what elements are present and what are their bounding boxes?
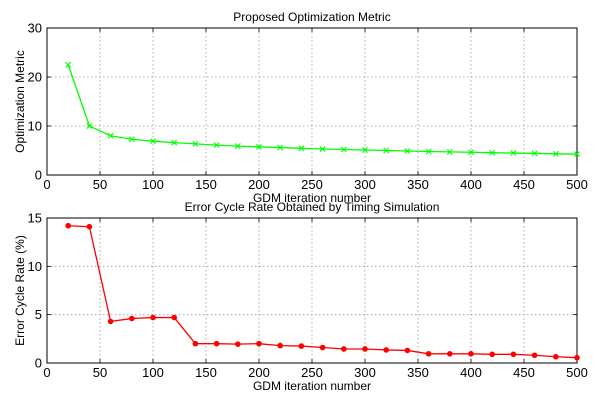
y-axis-label: Optimization Metric (13, 50, 27, 153)
data-point (298, 145, 305, 152)
x-tick-label: 50 (93, 365, 107, 380)
x-tick-label: 350 (407, 177, 429, 192)
data-point (489, 149, 496, 156)
x-axis-label: GDM iteration number (253, 191, 371, 205)
data-point (298, 343, 305, 349)
data-point (404, 347, 411, 354)
x-tick-label: 200 (248, 365, 270, 380)
data-point (531, 352, 538, 359)
data-point (425, 351, 432, 357)
x-tick-label: 450 (513, 365, 535, 380)
data-point (340, 146, 347, 153)
data-point (277, 144, 284, 151)
data-point (107, 318, 114, 325)
x-tick-label: 350 (407, 365, 429, 380)
y-tick-label: 15 (28, 211, 42, 226)
data-point (574, 354, 580, 361)
data-point (446, 148, 453, 155)
x-tick-label: 500 (566, 365, 588, 380)
data-point (256, 340, 262, 347)
y-tick-label: 0 (35, 168, 42, 183)
data-point (531, 150, 538, 157)
x-tick-label: 400 (460, 177, 482, 192)
x-tick-label: 450 (513, 177, 535, 192)
data-point (171, 139, 178, 146)
data-point (489, 351, 496, 358)
data-point (341, 346, 347, 352)
data-point (404, 148, 411, 154)
plot-frame (46, 217, 578, 364)
data-point (256, 143, 262, 150)
data-point (129, 315, 135, 322)
x-tick-label: 500 (566, 177, 588, 192)
data-point (213, 142, 220, 149)
x-tick-label: 200 (248, 177, 270, 192)
chart-1: 0 50 100 150 200 250 300 350 400 450 500 0 10 20 30 Pro… (13, 10, 588, 205)
x-axis-label: GDM iteration number (253, 379, 371, 393)
y-tick-label: 10 (28, 259, 42, 274)
y-tick-label: 5 (35, 307, 42, 322)
data-point (383, 347, 390, 353)
y-tick-label: 20 (28, 70, 42, 85)
data-point (192, 340, 199, 347)
data-point (150, 314, 156, 321)
data-point (574, 151, 580, 158)
data-point (319, 344, 326, 351)
x-tick-label: 150 (195, 177, 217, 192)
y-axis-label: Error Cycle Rate (%) (13, 235, 27, 346)
plot-frame (46, 27, 578, 176)
data-point (447, 351, 453, 357)
data-point (65, 222, 71, 229)
x-tick-label: 50 (93, 177, 107, 192)
data-point (128, 136, 135, 143)
data-point (235, 341, 241, 347)
data-point (468, 351, 474, 357)
chart-title: Proposed Optimization Metric (233, 10, 390, 24)
data-point (171, 314, 177, 321)
x-tick-label: 100 (142, 177, 164, 192)
data-point (468, 149, 474, 156)
data-point (192, 140, 199, 147)
data-point (86, 123, 93, 129)
data-point (213, 340, 220, 347)
data-point (86, 223, 93, 230)
data-point (277, 342, 284, 349)
data-point (107, 132, 114, 139)
x-tick-label: 400 (460, 365, 482, 380)
x-tick-label: 0 (43, 177, 50, 192)
data-point (362, 346, 368, 352)
data-point (383, 147, 390, 154)
x-tick-label: 0 (43, 365, 50, 380)
data-point (234, 143, 241, 150)
x-tick-label: 100 (142, 365, 164, 380)
chart-2: 0 50 100 150 200 250 300 350 400 450 500051015Erro… (13, 200, 588, 393)
data-point (65, 61, 72, 68)
y-tick-label: 0 (35, 356, 42, 371)
y-tick-label: 30 (28, 21, 42, 36)
data-point (150, 138, 156, 145)
data-point (510, 351, 517, 358)
y-tick-label: 10 (28, 119, 42, 134)
x-tick-label: 300 (354, 177, 376, 192)
data-point (510, 150, 517, 157)
chart-title: Error Cycle Rate Obtained by Timing Simu… (185, 200, 440, 214)
data-point (425, 148, 432, 155)
data-point (362, 147, 368, 153)
data-point (553, 353, 559, 360)
data-point (319, 146, 326, 153)
x-tick-label: 150 (195, 365, 217, 380)
x-tick-label: 300 (354, 365, 376, 380)
x-tick-label: 250 (301, 177, 323, 192)
data-point (552, 150, 559, 157)
x-tick-label: 250 (301, 365, 323, 380)
